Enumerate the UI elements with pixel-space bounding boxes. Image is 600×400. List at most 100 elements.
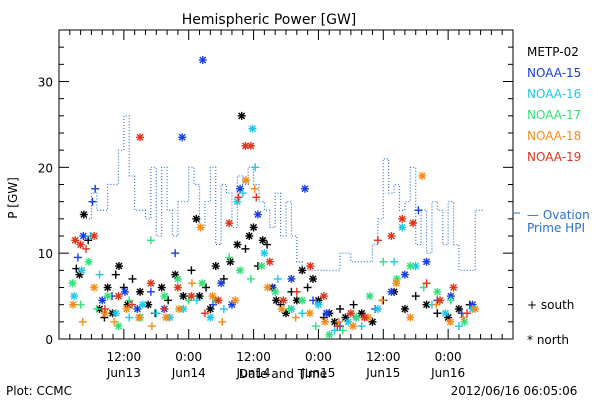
north-point bbox=[277, 304, 286, 313]
north-point bbox=[341, 313, 350, 322]
north-point bbox=[471, 304, 480, 313]
south-point bbox=[334, 317, 343, 326]
north-point bbox=[392, 279, 401, 288]
north-point bbox=[319, 292, 328, 301]
south-point bbox=[125, 296, 134, 305]
y-tick-label: 0 bbox=[45, 333, 53, 347]
scatter-points bbox=[68, 56, 480, 339]
north-point bbox=[198, 56, 207, 65]
north-point bbox=[236, 184, 245, 193]
north-point bbox=[253, 210, 262, 219]
south-point bbox=[95, 270, 104, 279]
north-point bbox=[400, 270, 409, 279]
north-point bbox=[352, 313, 361, 322]
north-point bbox=[314, 300, 323, 309]
north-point bbox=[287, 274, 296, 283]
south-point bbox=[171, 249, 180, 258]
north-point bbox=[406, 313, 415, 322]
south-point bbox=[298, 309, 307, 318]
north-point bbox=[460, 317, 469, 326]
north-point bbox=[360, 313, 369, 322]
north-point bbox=[246, 141, 255, 150]
south-point bbox=[146, 287, 155, 296]
north-point bbox=[103, 283, 112, 292]
north-point bbox=[77, 266, 86, 275]
north-point bbox=[196, 223, 205, 232]
north-point bbox=[79, 232, 88, 240]
south-point bbox=[373, 236, 382, 245]
legend-entry: NOAA-15 bbox=[527, 66, 581, 80]
y-tick-label: 10 bbox=[38, 247, 53, 261]
legend-entry: NOAA-19 bbox=[527, 150, 581, 164]
south-point bbox=[184, 296, 193, 305]
south-point bbox=[303, 283, 312, 292]
north-point bbox=[242, 176, 251, 185]
north-point bbox=[90, 232, 99, 240]
north-marker-legend: * north bbox=[527, 333, 569, 347]
south-point bbox=[241, 244, 250, 253]
north-point bbox=[292, 296, 301, 305]
south-point bbox=[419, 283, 428, 292]
south-point bbox=[218, 317, 227, 326]
legend-entry: NOAA-18 bbox=[527, 129, 581, 143]
north-point bbox=[322, 309, 331, 318]
north-point bbox=[373, 304, 382, 313]
south-point bbox=[146, 236, 155, 245]
south-point bbox=[225, 253, 234, 262]
north-point bbox=[422, 300, 431, 309]
north-point bbox=[365, 292, 374, 301]
north-point bbox=[71, 236, 80, 245]
north-point bbox=[120, 287, 129, 296]
north-point bbox=[433, 287, 442, 296]
north-point bbox=[195, 292, 204, 301]
north-point bbox=[79, 210, 88, 219]
footer-timestamp: 2012/06/16 06:05:06 bbox=[451, 384, 578, 398]
north-point bbox=[198, 279, 207, 288]
north-point bbox=[248, 124, 257, 133]
north-point bbox=[436, 296, 445, 305]
x-tick-date-label: Jun14 bbox=[236, 366, 271, 380]
north-point bbox=[69, 300, 78, 309]
north-point bbox=[257, 262, 266, 271]
south-point bbox=[73, 253, 82, 262]
north-point bbox=[122, 304, 131, 313]
south-point bbox=[100, 304, 109, 313]
y-axis-ticks: 0 10 20 30 bbox=[38, 29, 513, 347]
south-point bbox=[333, 322, 342, 331]
north-point bbox=[134, 313, 143, 322]
ovation-hpi-line bbox=[86, 115, 485, 271]
north-point bbox=[249, 223, 258, 232]
north-point bbox=[233, 197, 242, 206]
north-point bbox=[103, 292, 112, 301]
south-point bbox=[187, 266, 196, 275]
legend-entry: METP-02 bbox=[527, 45, 579, 59]
south-point bbox=[88, 197, 97, 206]
south-point bbox=[82, 244, 91, 253]
north-point bbox=[265, 257, 274, 266]
south-point bbox=[160, 304, 169, 313]
north-point bbox=[214, 296, 223, 305]
north-point bbox=[226, 257, 235, 266]
north-point bbox=[162, 313, 171, 322]
north-point bbox=[136, 133, 145, 142]
x-tick-date-label: Jun14 bbox=[171, 366, 206, 380]
north-point bbox=[272, 296, 281, 305]
north-point bbox=[320, 317, 329, 326]
north-point bbox=[418, 171, 427, 180]
x-tick-time-label: 12:00 bbox=[366, 350, 401, 364]
north-point bbox=[306, 262, 315, 271]
north-point bbox=[90, 283, 99, 292]
north-point bbox=[309, 274, 318, 283]
south-point bbox=[263, 240, 272, 249]
south-point bbox=[219, 274, 228, 283]
south-point bbox=[202, 283, 211, 292]
south-point bbox=[128, 274, 137, 283]
north-point bbox=[211, 262, 220, 271]
south-point bbox=[76, 300, 85, 309]
north-point bbox=[173, 274, 182, 283]
north-point bbox=[84, 257, 93, 266]
north-point bbox=[245, 232, 254, 240]
plot-frame bbox=[58, 29, 514, 340]
south-point bbox=[446, 296, 455, 305]
south-point bbox=[292, 287, 301, 296]
